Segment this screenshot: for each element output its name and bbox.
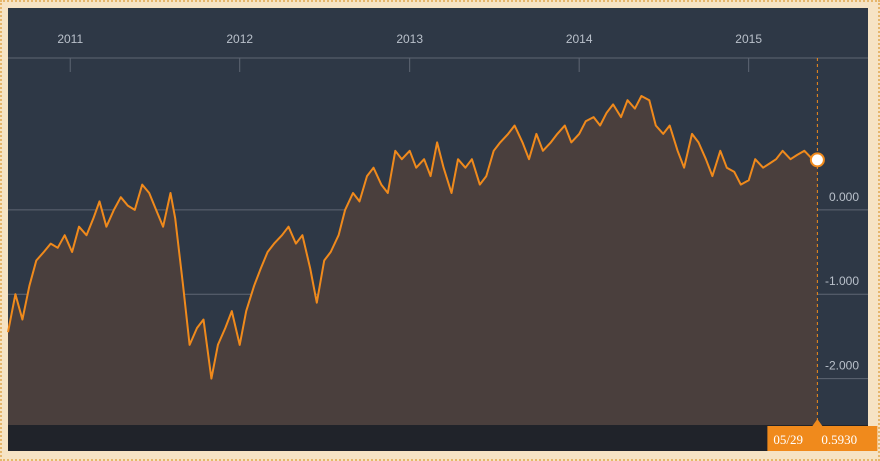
x-tick-label: 2014 — [566, 32, 593, 46]
last-date-label: 05/29 — [773, 432, 803, 447]
last-value-tag — [767, 426, 878, 451]
tag-pointer — [812, 419, 823, 426]
footer-bar — [8, 425, 868, 451]
x-tick-label: 2015 — [735, 32, 762, 46]
series-area — [8, 96, 818, 425]
y-tick-label: -2.000 — [825, 359, 859, 373]
y-tick-label: 0.000 — [829, 190, 859, 204]
x-tick-label: 2013 — [396, 32, 423, 46]
last-point-marker[interactable] — [809, 152, 825, 168]
x-tick-label: 2012 — [226, 32, 253, 46]
series-line — [7, 95, 818, 380]
y-tick-label: -1.000 — [825, 274, 859, 288]
last-value-label: 0.5930 — [821, 432, 857, 447]
x-tick-label: 2011 — [57, 32, 83, 46]
